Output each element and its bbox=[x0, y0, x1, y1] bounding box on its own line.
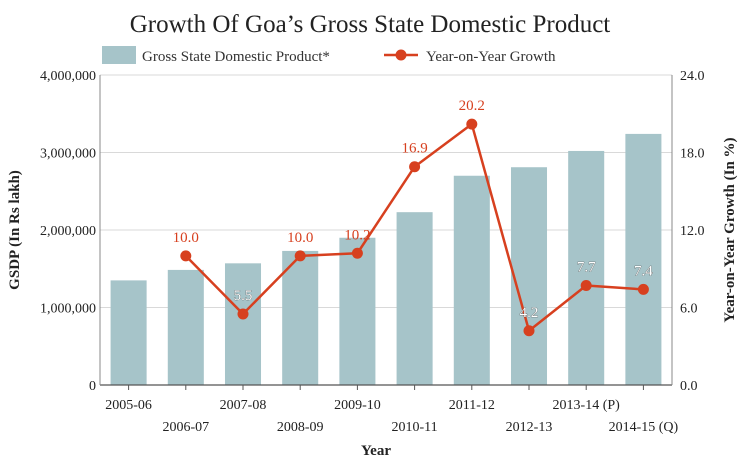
growth-point bbox=[294, 250, 306, 262]
y-tick-label: 2,000,000 bbox=[40, 224, 96, 239]
gsdp-bar bbox=[396, 212, 433, 385]
gsdp-bar bbox=[339, 237, 376, 385]
axes bbox=[99, 75, 673, 390]
y2-tick-label: 18.0 bbox=[680, 147, 705, 162]
x-tick-label: 2010-11 bbox=[392, 420, 438, 435]
gsdp-bar bbox=[110, 280, 147, 385]
y-axis-title: GSDP (In Rs lakh) bbox=[7, 170, 23, 290]
growth-data-label: 16.9 bbox=[401, 141, 427, 157]
gsdp-bar bbox=[625, 133, 662, 385]
growth-point bbox=[351, 247, 363, 259]
x-axis-title: Year bbox=[361, 443, 391, 459]
gsdp-bar bbox=[510, 167, 548, 385]
x-tick-label: 2005-06 bbox=[105, 398, 152, 413]
legend: Gross State Domestic Product* Year-on-Ye… bbox=[102, 46, 556, 65]
x-tick-label: 2006-07 bbox=[162, 420, 209, 435]
y-tick-label: 3,000,000 bbox=[40, 147, 96, 162]
gsdp-bar bbox=[568, 150, 605, 385]
chart-title: Growth Of Goa’s Gross State Domestic Pro… bbox=[130, 11, 611, 38]
growth-data-label: 10.0 bbox=[287, 230, 313, 246]
y-tick-label: 1,000,000 bbox=[40, 302, 96, 317]
line-series bbox=[180, 118, 649, 337]
bar-series bbox=[110, 133, 662, 385]
y-tick-label: 0 bbox=[89, 379, 96, 394]
growth-point bbox=[409, 161, 421, 173]
y2-tick-label: 24.0 bbox=[680, 69, 705, 84]
legend-swatch-marker bbox=[395, 49, 407, 61]
gsdp-bar bbox=[453, 175, 490, 385]
growth-data-label: 10.2 bbox=[344, 227, 370, 243]
y2-axis-title: Year-on-Year Growth (In %) bbox=[722, 137, 738, 322]
gsdp-bar bbox=[282, 250, 319, 385]
tick-labels: 0 0.0 1,000,000 6.0 2,000,000 12.0 3,000,000 18… bbox=[40, 69, 705, 435]
gsdp-bar bbox=[167, 269, 204, 385]
growth-point bbox=[237, 308, 249, 320]
x-tick-label: 2012-13 bbox=[506, 420, 553, 435]
legend-swatch-bar bbox=[102, 46, 136, 64]
growth-data-label: 10.0 bbox=[173, 230, 199, 246]
data-labels: 10.0 5.5 10.0 10.2 16.9 20.2 4.2 7.7 7.4 bbox=[173, 98, 654, 321]
y-tick-label: 4,000,000 bbox=[40, 69, 96, 84]
x-tick-label: 2013-14 (P) bbox=[553, 398, 621, 413]
legend-label-growth: Year-on-Year Growth bbox=[426, 49, 556, 65]
x-tick-label: 2008-09 bbox=[277, 420, 324, 435]
growth-point bbox=[466, 118, 478, 130]
growth-data-label: 4.2 bbox=[520, 305, 539, 321]
x-tick-label: 2007-08 bbox=[220, 398, 267, 413]
growth-point bbox=[523, 325, 535, 337]
legend-label-gsdp: Gross State Domestic Product* bbox=[142, 49, 330, 65]
x-tick-label: 2009-10 bbox=[334, 398, 381, 413]
growth-point bbox=[637, 283, 649, 295]
gsdp-bar bbox=[224, 263, 262, 385]
x-tick-label: 2014-15 (Q) bbox=[609, 420, 679, 435]
x-tick-label: 2011-12 bbox=[449, 398, 495, 413]
growth-point bbox=[180, 250, 192, 262]
growth-point bbox=[580, 280, 592, 292]
growth-data-label: 7.7 bbox=[577, 260, 596, 276]
growth-data-label: 5.5 bbox=[234, 288, 253, 304]
growth-data-label: 7.4 bbox=[634, 263, 653, 279]
y2-tick-label: 0.0 bbox=[680, 379, 698, 394]
y2-tick-label: 6.0 bbox=[680, 302, 698, 317]
growth-data-label: 20.2 bbox=[459, 98, 485, 114]
y2-tick-label: 12.0 bbox=[680, 224, 705, 239]
